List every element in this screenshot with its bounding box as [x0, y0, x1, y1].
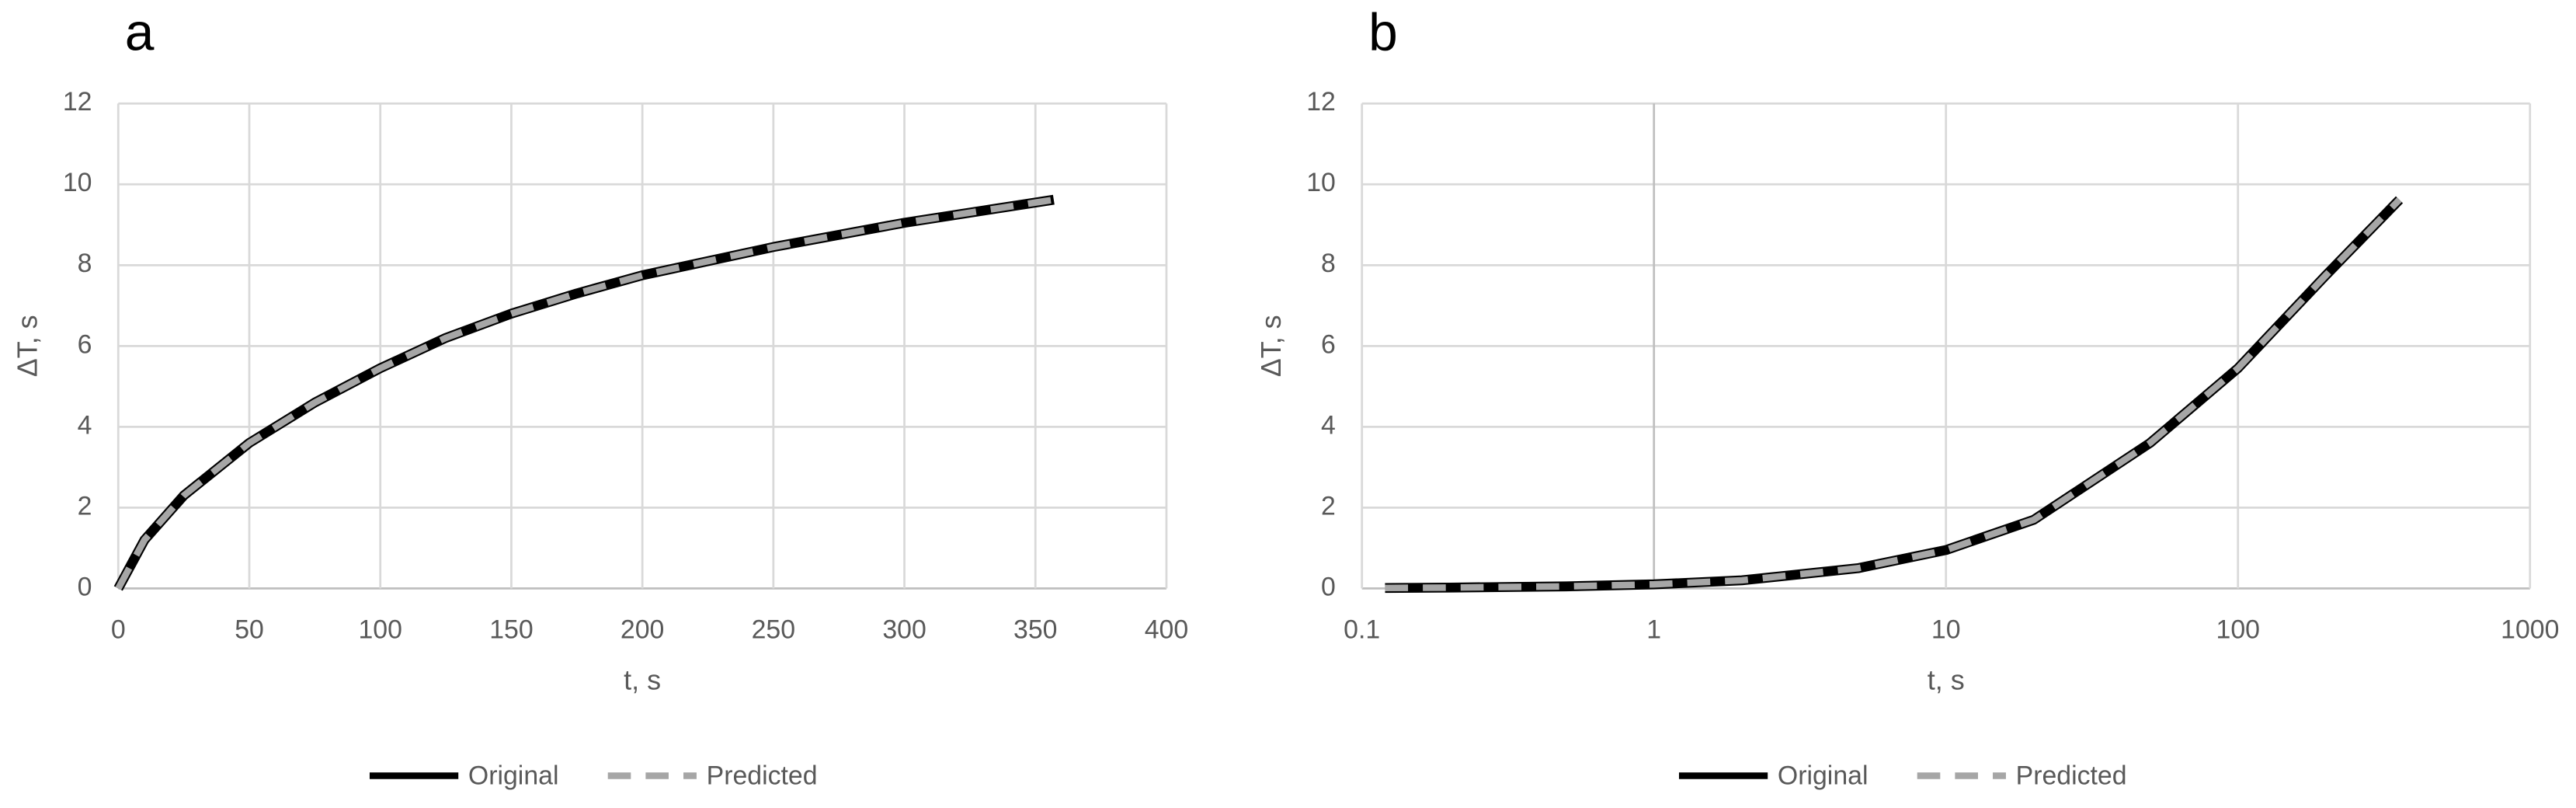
x-tick-label: 400 — [1145, 615, 1188, 644]
x-tick-label: 0.1 — [1344, 615, 1380, 644]
x-tick-label: 150 — [489, 615, 533, 644]
y-tick-label: 8 — [1321, 249, 1336, 278]
y-tick-label: 0 — [1321, 572, 1336, 601]
x-tick-label: 300 — [882, 615, 926, 644]
y-tick-label: 2 — [1321, 491, 1336, 521]
y-tick-label: 12 — [63, 87, 92, 117]
legend-label: Predicted — [2016, 761, 2127, 791]
series-line — [113, 194, 1055, 591]
panel-title: b — [1368, 3, 1398, 61]
y-tick-label: 4 — [78, 410, 92, 440]
x-tick-label: 1000 — [2501, 615, 2559, 644]
y-tick-label: 10 — [1306, 168, 1336, 197]
x-tick-label: 50 — [235, 615, 264, 644]
x-tick-label: 100 — [358, 615, 402, 644]
x-tick-label: 0 — [111, 615, 126, 644]
x-tick-label: 100 — [2216, 615, 2260, 644]
legend-label: Predicted — [707, 761, 818, 791]
series-line — [1385, 196, 2404, 594]
series-line — [1385, 197, 2402, 592]
x-tick-label: 10 — [1931, 615, 1961, 644]
y-tick-label: 6 — [1321, 329, 1336, 359]
series-line — [115, 196, 1055, 590]
y-axis-title: ΔT, s — [12, 315, 43, 377]
y-tick-label: 12 — [1306, 87, 1336, 117]
y-tick-label: 2 — [78, 491, 92, 521]
x-tick-label: 250 — [752, 615, 795, 644]
y-tick-label: 10 — [63, 168, 92, 197]
panel-title: a — [125, 3, 155, 61]
x-tick-label: 200 — [621, 615, 664, 644]
y-tick-label: 6 — [78, 329, 92, 359]
legend-label: Original — [468, 761, 559, 791]
y-tick-label: 0 — [78, 572, 92, 601]
y-tick-label: 4 — [1321, 410, 1336, 440]
y-tick-label: 8 — [78, 249, 92, 278]
x-tick-label: 1 — [1646, 615, 1661, 644]
x-tick-label: 350 — [1013, 615, 1057, 644]
x-axis-title: t, s — [1928, 663, 1965, 695]
legend-label: Original — [1778, 761, 1869, 791]
y-axis-title: ΔT, s — [1255, 315, 1287, 377]
x-axis-title: t, s — [624, 663, 661, 695]
